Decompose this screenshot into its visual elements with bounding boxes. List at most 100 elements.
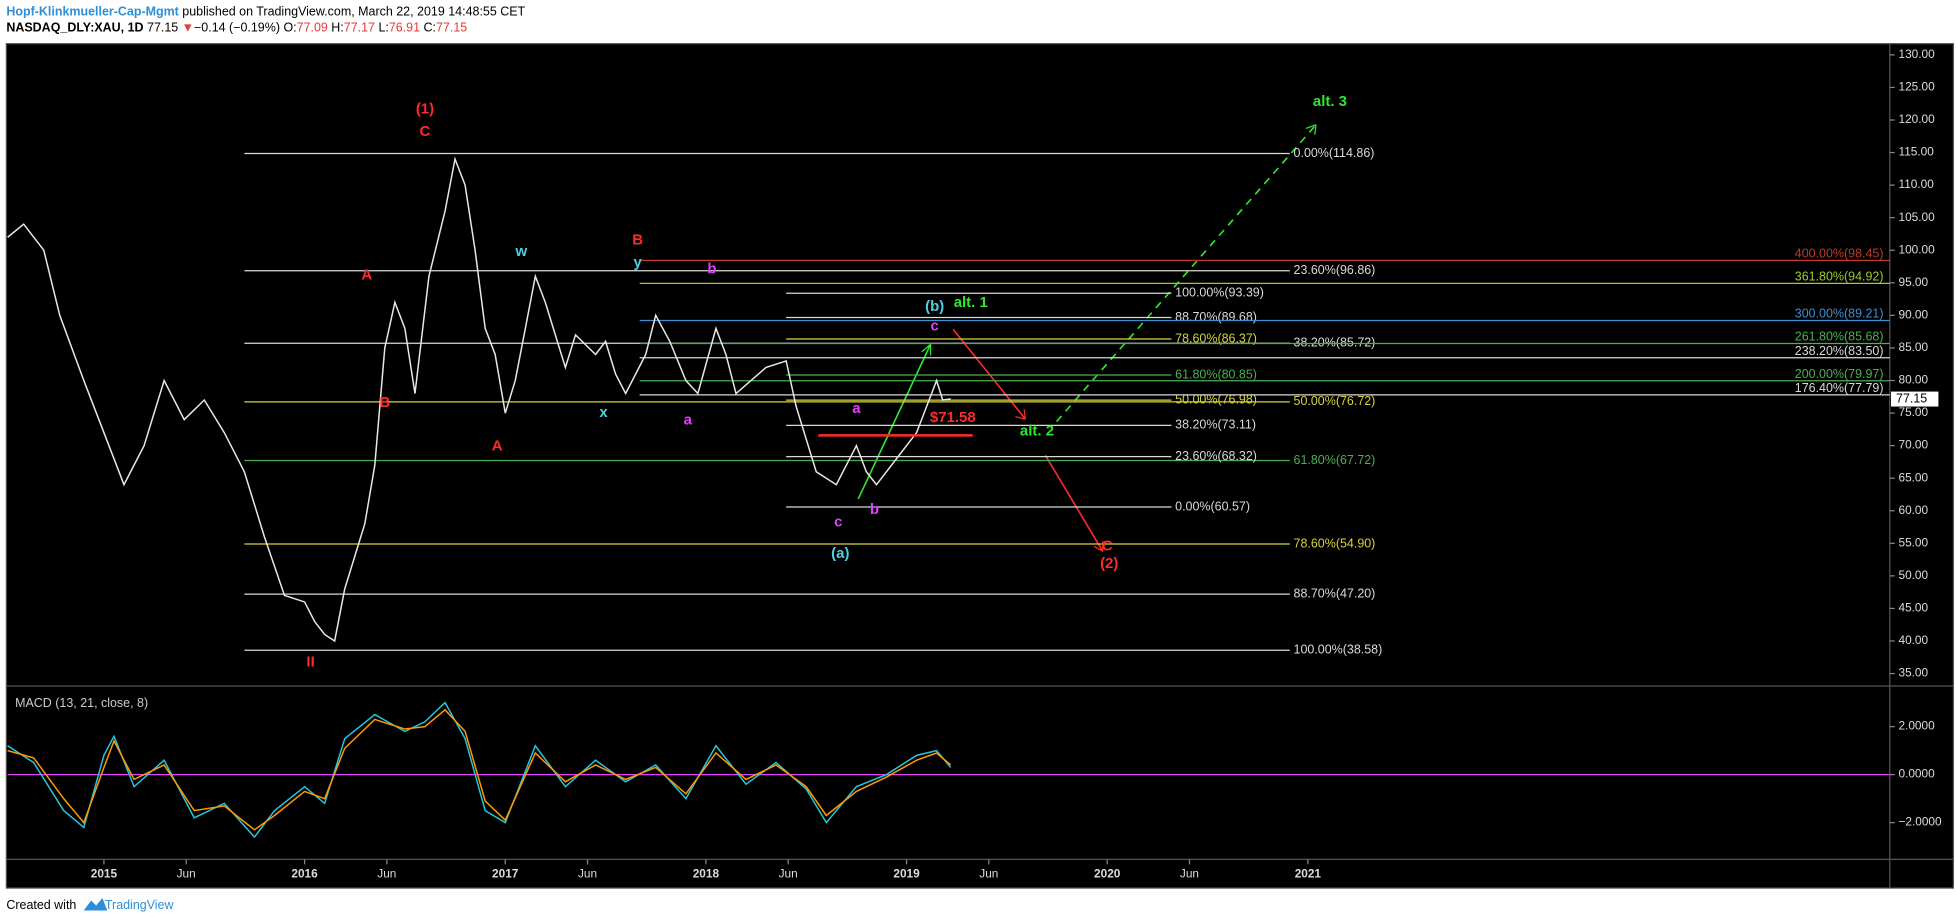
fib-label: 176.40%(77.79) bbox=[1795, 381, 1884, 395]
c-label: C: bbox=[424, 21, 436, 35]
y-tick-label: 130.00 bbox=[1899, 47, 1936, 61]
footer-created: Created with bbox=[6, 898, 76, 912]
macd-line bbox=[7, 708, 952, 831]
fib-label: 361.80%(94.92) bbox=[1795, 269, 1884, 283]
wave-label: c bbox=[834, 514, 842, 531]
x-tick-label: Jun bbox=[578, 866, 597, 880]
dashed-arrow bbox=[1055, 124, 1317, 423]
wave-label: C bbox=[420, 123, 431, 140]
arrow: ▼ bbox=[182, 21, 194, 35]
wave-label: (b) bbox=[925, 298, 944, 315]
fib-label: 38.20%(73.11) bbox=[1175, 418, 1256, 432]
published: published on TradingView.com, March 22, … bbox=[182, 5, 525, 19]
fib-label: 78.60%(54.90) bbox=[1294, 536, 1376, 550]
x-tick-label: 2018 bbox=[693, 866, 720, 880]
fib-label: 400.00%(98.45) bbox=[1795, 246, 1884, 260]
y-tick-label: 105.00 bbox=[1899, 210, 1936, 224]
last-price-label: 77.15 bbox=[1896, 391, 1927, 405]
y-tick-label: 65.00 bbox=[1899, 470, 1929, 484]
wave-label: C bbox=[1102, 537, 1113, 554]
arrow-head bbox=[1093, 541, 1104, 552]
y-tick-label: 120.00 bbox=[1899, 112, 1936, 126]
y-tick-label: 115.00 bbox=[1899, 145, 1935, 159]
fib-label: 0.00%(60.57) bbox=[1175, 499, 1250, 513]
y-tick-label: 2.0000 bbox=[1899, 719, 1936, 733]
low: 76.91 bbox=[389, 21, 420, 35]
y-tick-label: 70.00 bbox=[1899, 438, 1929, 452]
fib-label: 300.00%(89.21) bbox=[1795, 307, 1884, 321]
wave-label: a bbox=[684, 411, 693, 428]
author[interactable]: Hopf-Klinkmueller-Cap-Mgmt bbox=[6, 5, 178, 19]
fib-label: 61.80%(67.72) bbox=[1294, 453, 1376, 467]
fib-label: 23.60%(96.86) bbox=[1294, 263, 1376, 277]
wave-label: B bbox=[379, 394, 390, 411]
wave-label: w bbox=[514, 243, 527, 260]
y-tick-label: 110.00 bbox=[1899, 177, 1935, 191]
x-tick-label: 2020 bbox=[1094, 866, 1121, 880]
y-tick-label: 85.00 bbox=[1899, 340, 1929, 354]
y-tick-label: 60.00 bbox=[1899, 503, 1929, 517]
wave-label: (a) bbox=[831, 545, 849, 562]
symbol: NASDAQ_DLY:XAU, 1D bbox=[6, 21, 143, 35]
fib-label: 88.70%(89.68) bbox=[1175, 310, 1257, 324]
wave-label: x bbox=[599, 404, 608, 421]
x-tick-label: Jun bbox=[1180, 866, 1199, 880]
y-tick-label: 90.00 bbox=[1899, 307, 1929, 321]
arrow-head bbox=[1305, 124, 1317, 135]
wave-label: (1) bbox=[416, 101, 434, 118]
fib-label: 100.00%(38.58) bbox=[1294, 643, 1383, 657]
fib-label: 50.00%(76.72) bbox=[1294, 394, 1376, 408]
brand-logo bbox=[83, 898, 108, 911]
high: 77.17 bbox=[344, 21, 375, 35]
wave-label: (2) bbox=[1100, 555, 1118, 572]
fib-label: 78.60%(86.37) bbox=[1175, 331, 1257, 345]
wave-label: b bbox=[870, 501, 879, 518]
y-tick-label: 55.00 bbox=[1899, 535, 1929, 549]
fib-label: 50.00%(76.98) bbox=[1175, 392, 1257, 406]
x-tick-label: Jun bbox=[377, 866, 396, 880]
arrow-head bbox=[1015, 409, 1027, 420]
y-tick-label: 50.00 bbox=[1899, 568, 1929, 582]
x-tick-label: 2019 bbox=[893, 866, 920, 880]
x-tick-label: 2021 bbox=[1295, 866, 1322, 880]
fib-label: 200.00%(79.97) bbox=[1795, 367, 1884, 381]
wave-label: alt. 2 bbox=[1020, 423, 1054, 440]
wave-label: A bbox=[361, 267, 372, 284]
symbol-line: NASDAQ_DLY:XAU, 1D 77.15 ▼−0.14 (−0.19%)… bbox=[6, 21, 467, 35]
footer-brand[interactable]: TradingView bbox=[105, 898, 175, 912]
fib-label: 23.60%(68.32) bbox=[1175, 449, 1257, 463]
y-tick-label: 45.00 bbox=[1899, 601, 1929, 615]
y-tick-label: 75.00 bbox=[1899, 405, 1929, 419]
wave-label: II bbox=[306, 653, 314, 670]
o-label: O: bbox=[283, 21, 296, 35]
change: −0.14 (−0.19%) bbox=[194, 21, 280, 35]
wave-label: y bbox=[634, 254, 643, 271]
x-tick-label: Jun bbox=[177, 866, 196, 880]
y-tick-label: −2.0000 bbox=[1899, 815, 1943, 829]
price-line bbox=[7, 156, 951, 643]
wave-label: a bbox=[852, 400, 861, 417]
red-arrow bbox=[1044, 454, 1104, 552]
h-label: H: bbox=[331, 21, 343, 35]
x-tick-label: 2015 bbox=[91, 866, 118, 880]
y-tick-label: 80.00 bbox=[1899, 373, 1929, 387]
wave-label: b bbox=[707, 260, 716, 277]
fib-label: 238.20%(83.50) bbox=[1795, 344, 1884, 358]
fib-label: 38.20%(85.72) bbox=[1294, 336, 1376, 350]
macd-title: MACD (13, 21, close, 8) bbox=[15, 696, 148, 710]
wave-label: A bbox=[492, 437, 503, 454]
y-tick-label: 95.00 bbox=[1899, 275, 1929, 289]
y-tick-label: 0.0000 bbox=[1899, 767, 1936, 781]
fib-label: 88.70%(47.20) bbox=[1294, 586, 1376, 600]
fib-label: 0.00%(114.86) bbox=[1294, 146, 1375, 160]
last: 77.15 bbox=[147, 21, 178, 35]
x-tick-label: Jun bbox=[779, 866, 798, 880]
wave-label: alt. 3 bbox=[1313, 93, 1347, 110]
x-tick-label: 2017 bbox=[492, 866, 519, 880]
last-price-tag bbox=[1891, 391, 1939, 407]
close: 77.15 bbox=[436, 21, 467, 35]
x-tick-label: Jun bbox=[979, 866, 998, 880]
header-line: Hopf-Klinkmueller-Cap-Mgmt published on … bbox=[6, 5, 525, 19]
green-arrow bbox=[857, 343, 932, 500]
